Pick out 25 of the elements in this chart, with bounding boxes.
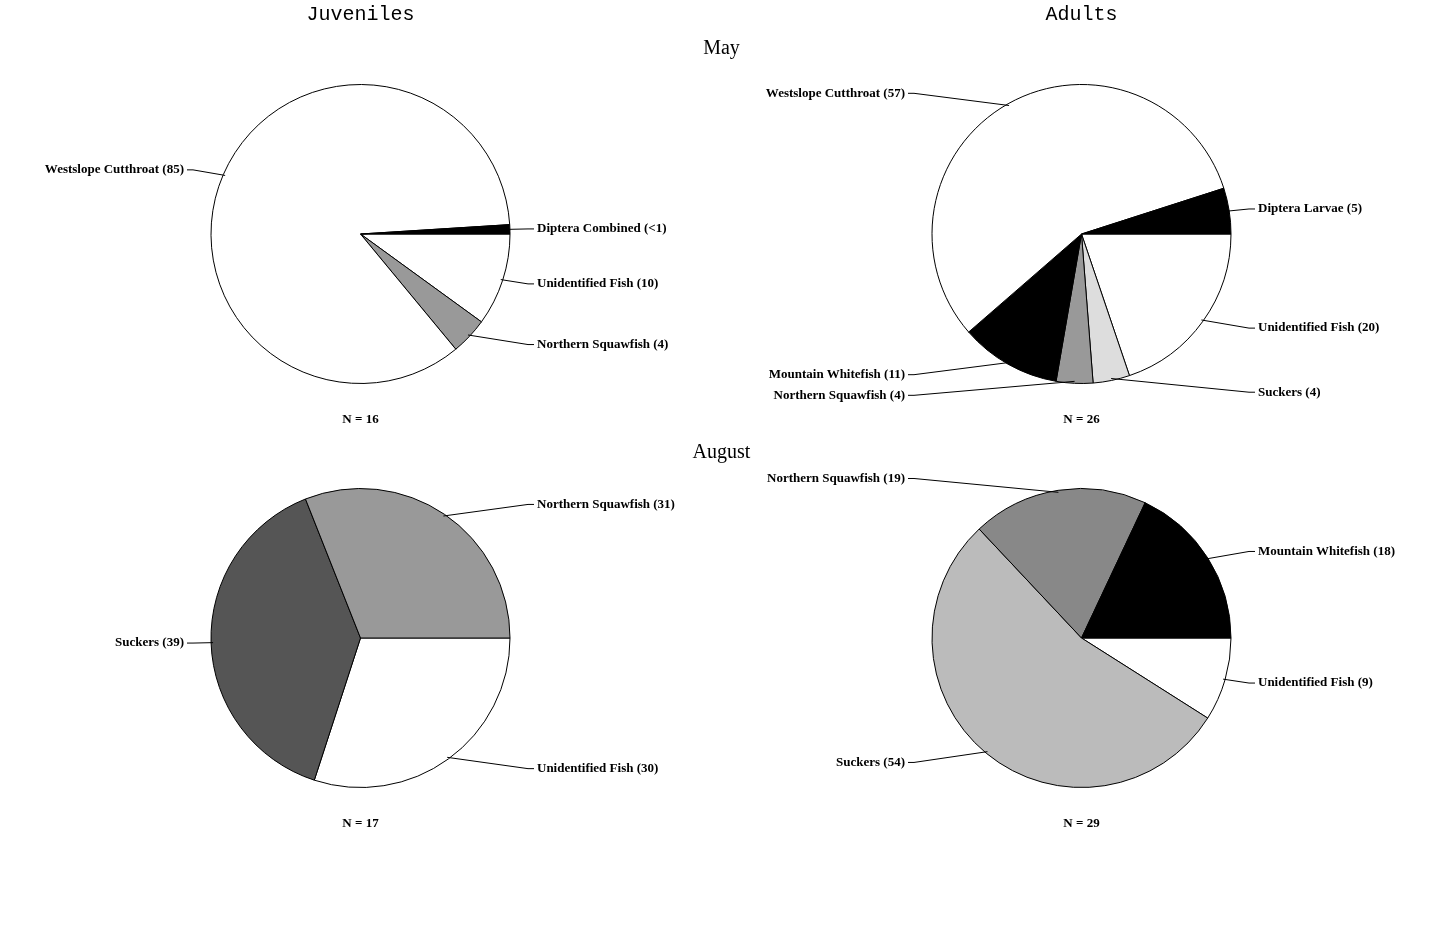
- slice-label: Westslope Cutthroat (85): [44, 161, 184, 177]
- text: N = 29: [1063, 815, 1101, 831]
- slice-label: Mountain Whitefish (18): [1258, 542, 1395, 558]
- slice-label: Mountain Whitefish (11): [768, 366, 905, 382]
- slice-label: Diptera Larvae (5): [1258, 200, 1362, 216]
- slice-label: Northern Squawfish (19): [767, 469, 905, 485]
- slice-label: Unidentified Fish (10): [537, 275, 659, 291]
- text: N = 26: [1063, 411, 1101, 427]
- text: August: [691, 439, 752, 465]
- slice-label: Northern Squawfish (4): [537, 335, 669, 351]
- slice-label: Diptera Combined (<1): [537, 220, 667, 236]
- slice-label: Suckers (4): [1258, 383, 1321, 399]
- text: May: [702, 35, 741, 61]
- slice-label: Northern Squawfish (4): [773, 386, 905, 402]
- slice-label: Unidentified Fish (20): [1258, 319, 1380, 335]
- slice-label: Suckers (54): [836, 753, 905, 769]
- chart-title: Adults: [1044, 2, 1119, 28]
- chart-title: Juveniles: [305, 2, 416, 28]
- slice-label: Westslope Cutthroat (57): [765, 84, 905, 100]
- slice-label: Unidentified Fish (9): [1258, 674, 1373, 690]
- text: N = 17: [342, 815, 380, 831]
- slice-label: Northern Squawfish (31): [537, 495, 675, 511]
- text: N = 16: [342, 411, 380, 427]
- slice-label: Suckers (39): [115, 634, 184, 650]
- slice-label: Unidentified Fish (30): [537, 760, 659, 776]
